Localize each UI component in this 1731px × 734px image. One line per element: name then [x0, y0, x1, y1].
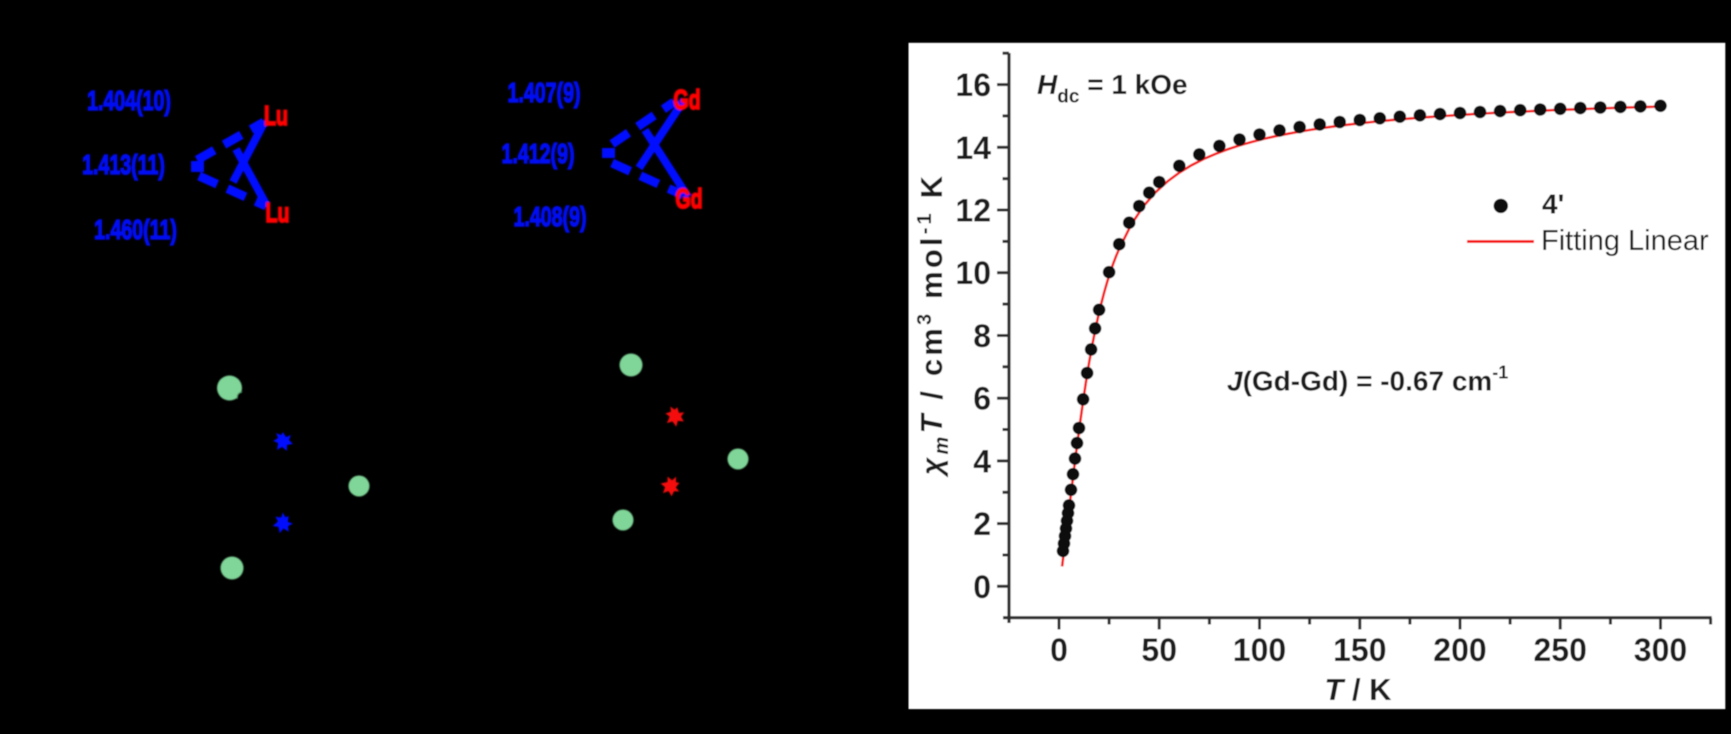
svg-text:χmT / cm3 mol-1 K: χmT / cm3 mol-1 K — [914, 175, 953, 478]
svg-text:0: 0 — [1050, 632, 1068, 668]
svg-text:50: 50 — [1141, 632, 1177, 668]
svg-text:1.460(11): 1.460(11) — [94, 215, 177, 246]
svg-text:12: 12 — [955, 193, 991, 229]
svg-text:Gd: Gd — [673, 85, 700, 116]
svg-text:8: 8 — [973, 318, 991, 354]
svg-text:6: 6 — [973, 381, 991, 417]
svg-text:Lu: Lu — [264, 101, 288, 132]
svg-text:10: 10 — [955, 255, 991, 291]
svg-text:Lu: Lu — [266, 198, 290, 229]
svg-text:100: 100 — [1233, 632, 1286, 668]
svg-text:1.408(9): 1.408(9) — [514, 202, 587, 233]
svg-text:T / K: T / K — [1324, 672, 1392, 707]
svg-text:16: 16 — [955, 67, 991, 103]
svg-text:1.412(9): 1.412(9) — [502, 139, 575, 170]
svg-text:1.404(10): 1.404(10) — [87, 86, 171, 117]
svg-text:300: 300 — [1634, 632, 1687, 668]
svg-text:150: 150 — [1333, 632, 1386, 668]
svg-text:Gd: Gd — [675, 184, 702, 215]
svg-text:250: 250 — [1534, 632, 1587, 668]
svg-text:1.413(11): 1.413(11) — [82, 150, 165, 181]
svg-text:Hdc = 1 kOe: Hdc = 1 kOe — [1037, 69, 1188, 108]
svg-text:4': 4' — [1542, 189, 1564, 220]
svg-text:0: 0 — [973, 569, 991, 605]
svg-text:1.407(9): 1.407(9) — [508, 78, 581, 109]
svg-text:14: 14 — [955, 130, 991, 166]
svg-text:J(Gd-Gd) = -0.67 cm-1: J(Gd-Gd) = -0.67 cm-1 — [1227, 363, 1508, 397]
svg-text:2: 2 — [973, 506, 991, 542]
svg-text:4: 4 — [973, 443, 991, 479]
svg-text:Fitting Linear: Fitting Linear — [1541, 225, 1709, 257]
svg-text:200: 200 — [1433, 632, 1486, 668]
